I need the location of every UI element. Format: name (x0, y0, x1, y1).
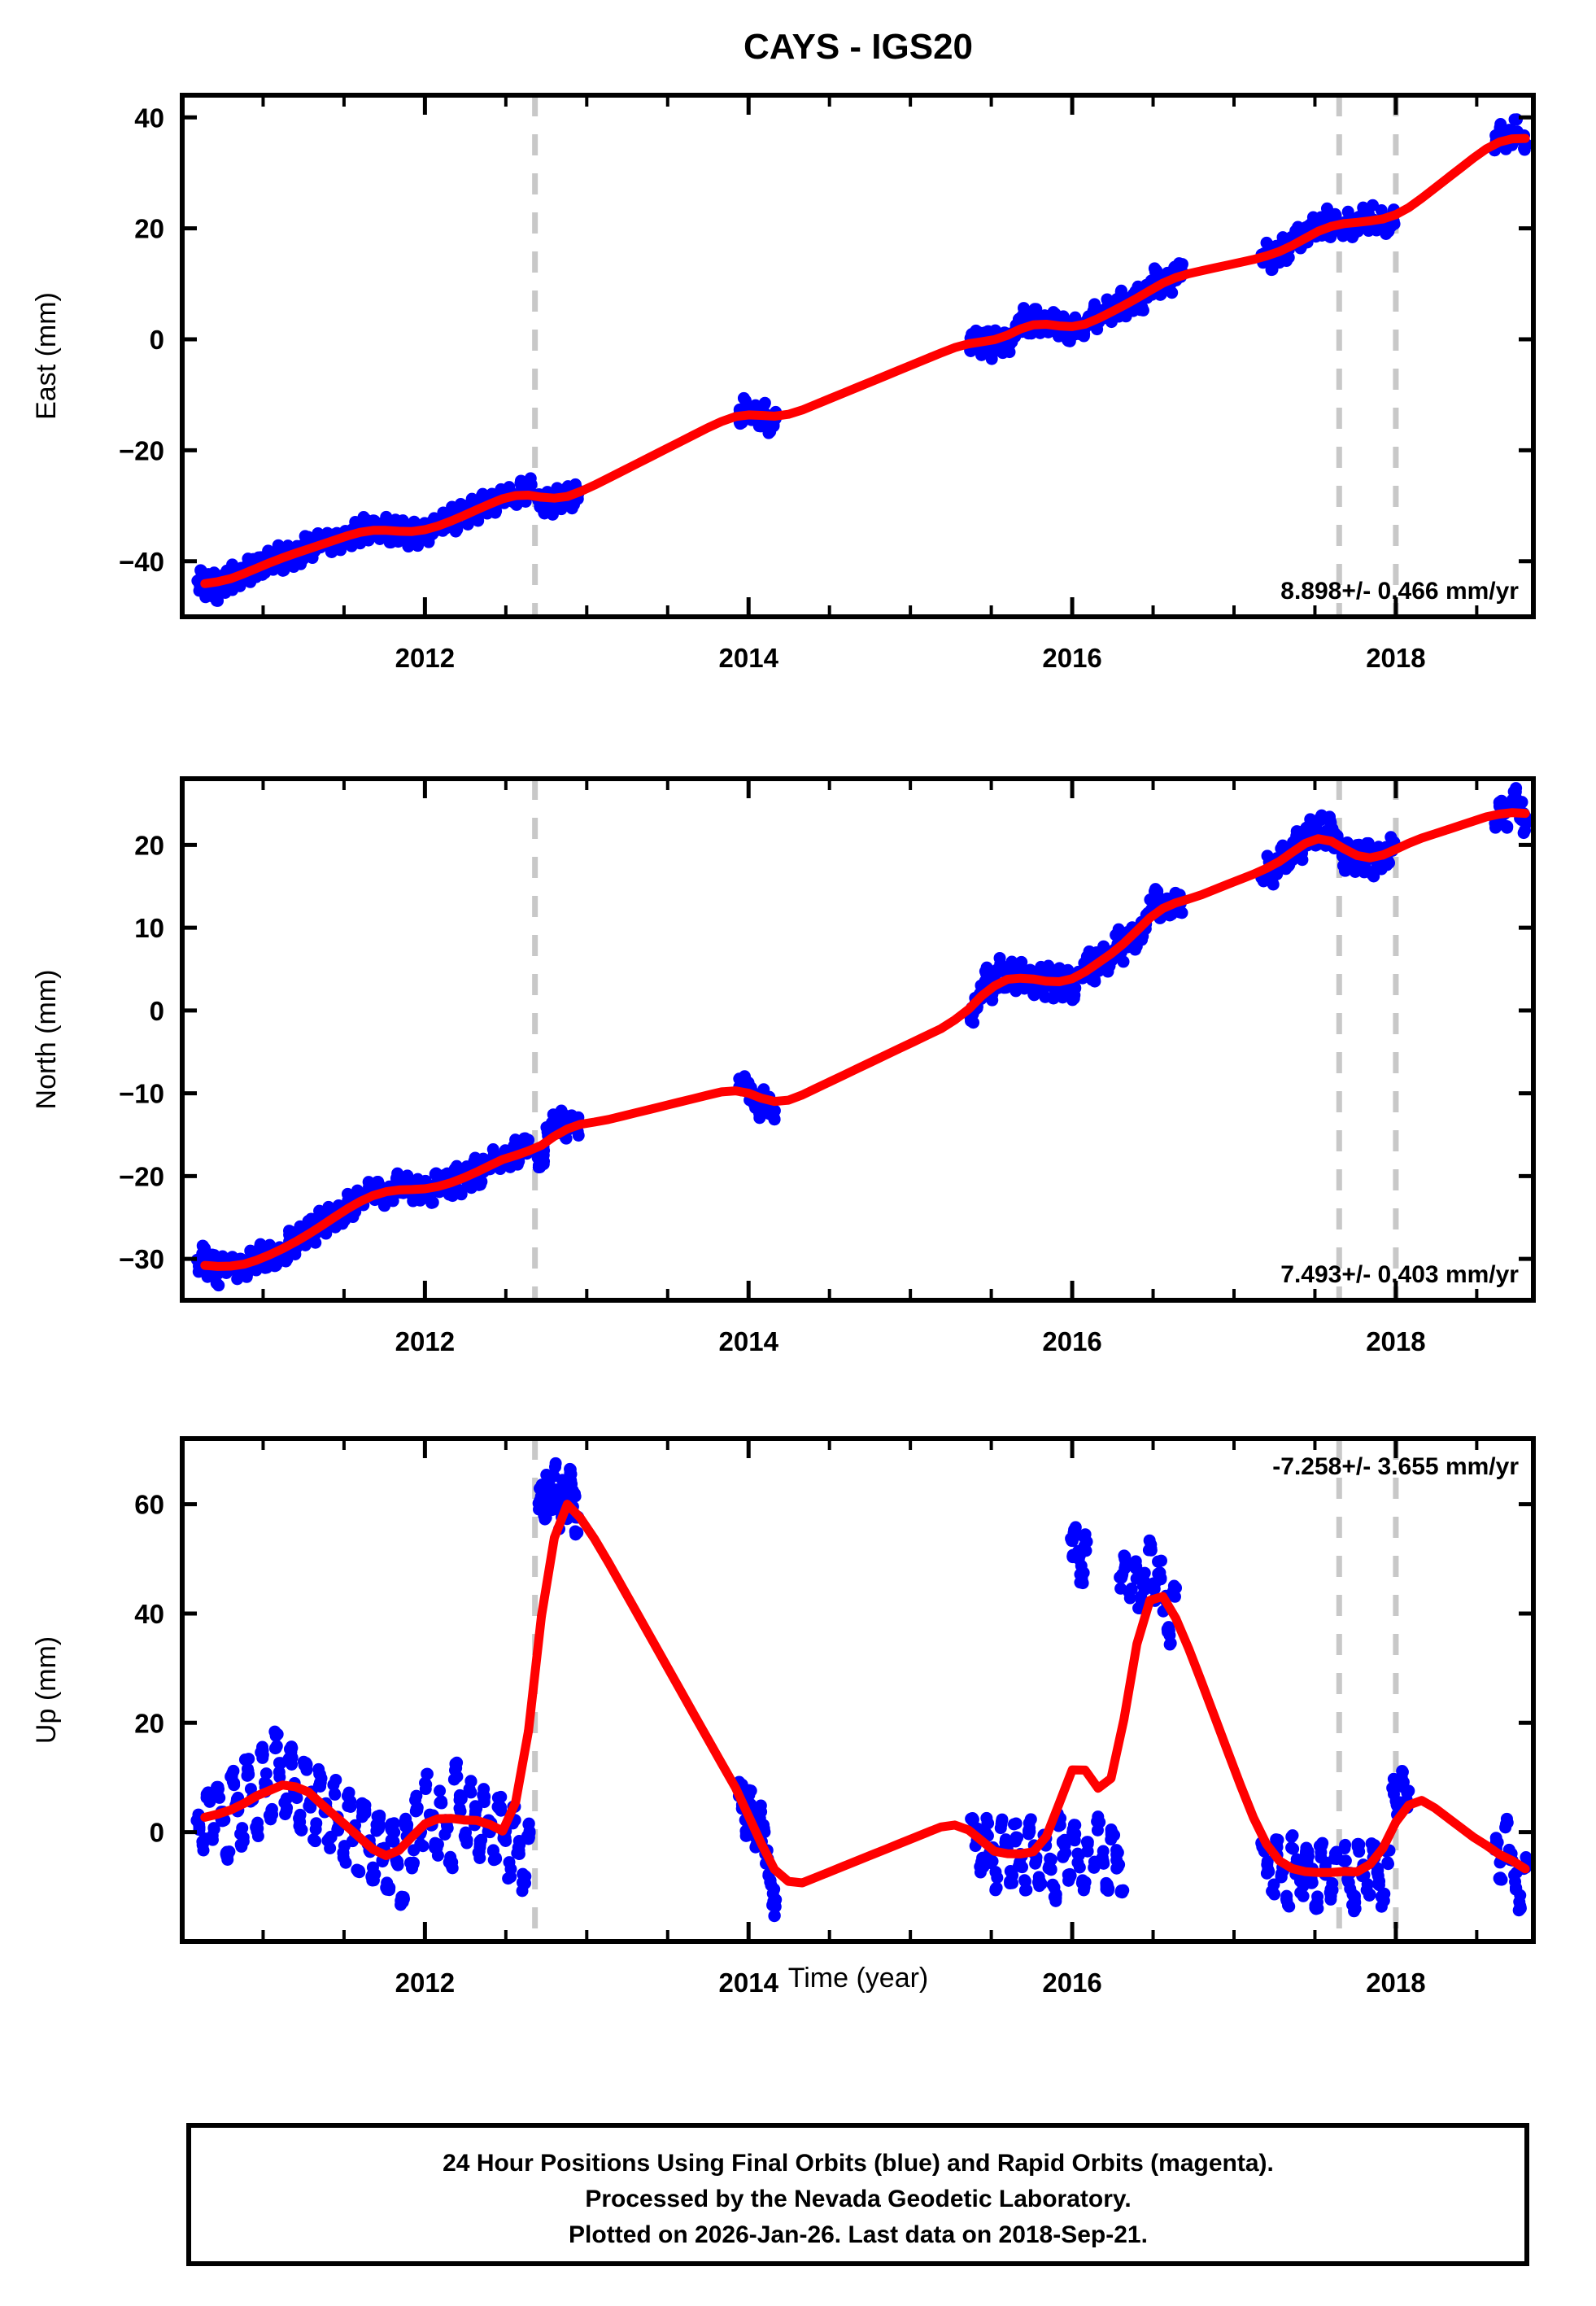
model-line-north-0 (200, 1146, 534, 1271)
rate-annotation-north: 7.493+/- 0.403 mm/yr (1280, 1261, 1519, 1288)
y-axis-label-up: Up (mm) (31, 1636, 62, 1744)
footer-line-1: 24 Hour Positions Using Final Orbits (bl… (443, 2150, 1274, 2177)
model-offset-jump-east-1 (1326, 219, 1349, 231)
rate-annotation-up: -7.258+/- 3.655 mm/yr (1272, 1453, 1519, 1480)
model-line-up-2 (1339, 1843, 1388, 1876)
model-line-up-3 (1391, 1796, 1530, 1874)
x-tick-label-north-1: 2014 (719, 1326, 779, 1356)
y-axis-label-north: North (mm) (31, 970, 62, 1110)
page-title: CAYS - IGS20 (743, 27, 973, 67)
footer-line-2: Processed by the Nevada Geodetic Laborat… (585, 2186, 1131, 2212)
y-tick-label-up-3: 0 (150, 1818, 164, 1848)
model-line-east-1 (537, 221, 1336, 503)
x-tick-label-north-3: 2018 (1366, 1326, 1425, 1356)
model-offset-jump-up-2 (1378, 1817, 1401, 1853)
model-offset-jump-up-1 (1326, 1867, 1349, 1877)
y-tick-label-east-2: 0 (150, 325, 164, 355)
x-tick-label-up-1: 2014 (719, 1968, 779, 1998)
x-tick-label-up-0: 2012 (395, 1968, 455, 1998)
model-line-up-0 (200, 1726, 534, 1860)
footer-line-3: Plotted on 2026-Jan-26. Last data on 201… (569, 2221, 1148, 2248)
y-tick-label-east-4: −40 (119, 547, 164, 577)
model-line-up-1 (537, 1500, 1336, 1888)
model-line-north-2 (1339, 844, 1388, 863)
y-axis-label-east: East (mm) (31, 292, 62, 420)
y-tick-label-north-2: 0 (150, 996, 164, 1026)
plot-frame-north (180, 776, 1536, 1303)
y-tick-label-north-5: −30 (119, 1244, 164, 1274)
x-tick-label-north-0: 2012 (395, 1326, 455, 1356)
panel-east: 40 20 0 −20 −40 2012 2014 2016 2018 East (mm) 8.89… (31, 93, 1536, 673)
y-tick-label-east-1: 20 (134, 214, 164, 244)
panel-up: 60 40 20 0 2012 2014 2016 2018 Up (mm) -7.258+/- … (31, 1436, 1536, 1998)
x-axis-label: Time (year) (788, 1963, 929, 1994)
y-tick-label-north-1: 10 (134, 913, 164, 943)
model-line-north-3 (1391, 808, 1530, 854)
x-tick-label-east-3: 2018 (1366, 643, 1425, 673)
x-tick-label-up-3: 2018 (1366, 1968, 1425, 1998)
y-tick-label-up-2: 20 (134, 1708, 164, 1738)
model-offset-jump-east-0 (524, 491, 547, 502)
model-offset-jump-north-1 (1326, 836, 1349, 854)
model-offset-jump-north-0 (524, 1141, 547, 1155)
model-line-east-3 (1391, 133, 1530, 220)
y-tick-label-east-0: 40 (134, 103, 164, 133)
model-offset-jump-east-2 (1378, 210, 1401, 224)
data-layer-up (190, 1457, 1533, 1923)
x-tick-label-east-1: 2014 (719, 643, 779, 673)
data-layer-north (190, 782, 1533, 1292)
plot-frame-east (180, 93, 1536, 619)
y-tick-label-up-0: 60 (134, 1490, 164, 1520)
model-line-east-0 (200, 491, 534, 588)
x-tick-label-north-2: 2016 (1042, 1326, 1101, 1356)
rate-annotation-east: 8.898+/- 0.466 mm/yr (1280, 578, 1519, 605)
model-line-north-1 (537, 834, 1336, 1151)
model-offset-jump-up-0 (524, 1611, 547, 1736)
y-tick-label-north-0: 20 (134, 830, 164, 860)
data-layer-east (191, 113, 1533, 607)
y-tick-label-north-3: −10 (119, 1079, 164, 1109)
y-tick-label-up-1: 40 (134, 1599, 164, 1629)
model-line-east-2 (1339, 214, 1388, 229)
footer-box (186, 2123, 1529, 2266)
x-tick-label-east-0: 2012 (395, 643, 455, 673)
x-tick-label-east-2: 2016 (1042, 643, 1101, 673)
x-tick-label-up-2: 2016 (1042, 1968, 1101, 1998)
model-offset-jump-north-2 (1378, 845, 1401, 860)
panel-north: 20 10 0 −10 −20 −30 2012 2014 2016 2018 North (mm)… (31, 776, 1536, 1356)
y-tick-label-north-4: −20 (119, 1161, 164, 1191)
plot-frame-up (180, 1436, 1536, 1944)
y-tick-label-east-3: −20 (119, 435, 164, 465)
